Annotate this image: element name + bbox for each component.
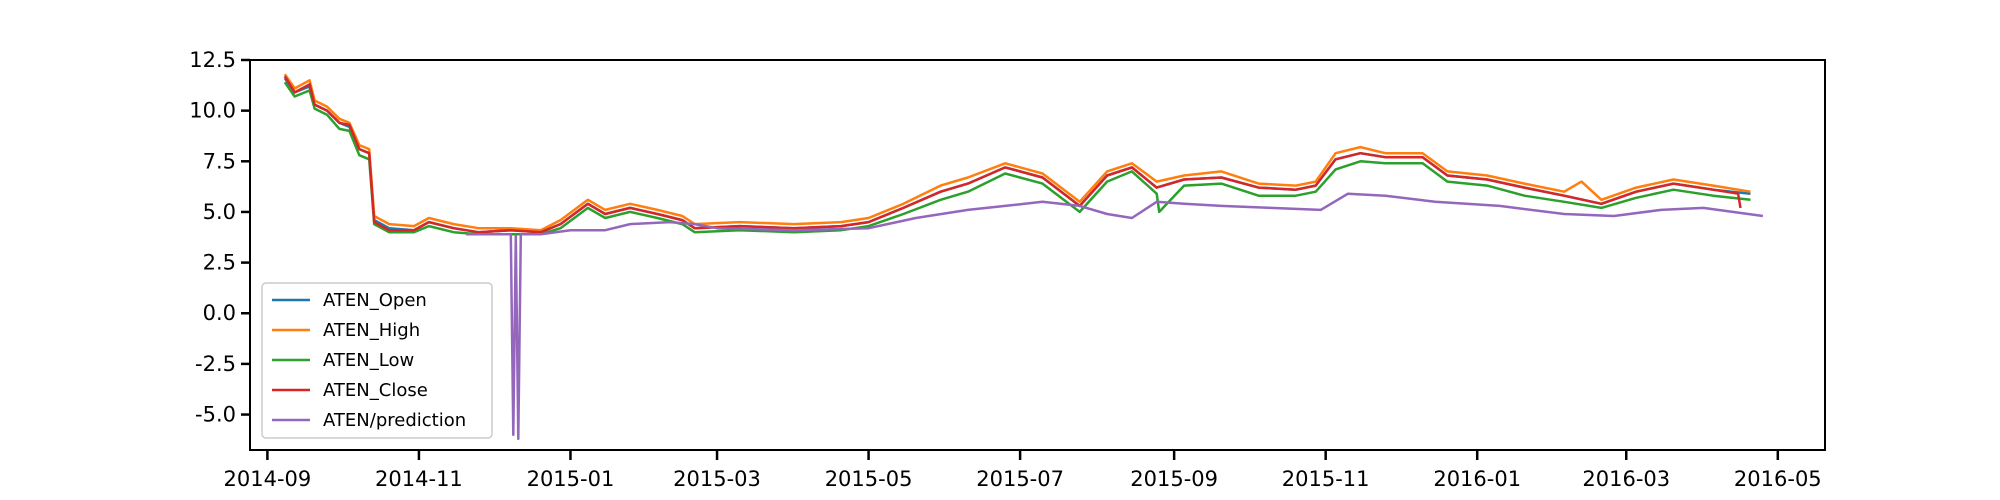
plot-lines bbox=[283, 73, 1764, 441]
y-tick-label-1: 10.0 bbox=[189, 99, 236, 123]
y-tick-label-6: -2.5 bbox=[195, 352, 236, 376]
series-line-2 bbox=[283, 81, 1751, 236]
legend-label-2: ATEN_Low bbox=[323, 350, 414, 371]
y-axis: 12.5 10.0 7.5 5.0 2.5 0.0 -2.5 -5.0 bbox=[189, 48, 250, 427]
x-tick-label-10: 2016-05 bbox=[1734, 467, 1822, 491]
y-tick-label-2: 7.5 bbox=[203, 149, 236, 173]
legend-label-4: ATEN/prediction bbox=[323, 410, 466, 431]
x-tick-label-8: 2016-01 bbox=[1433, 467, 1521, 491]
y-tick-label-5: 0.0 bbox=[203, 301, 236, 325]
legend: ATEN_Open ATEN_High ATEN_Low ATEN_Close ATEN… bbox=[261, 282, 493, 439]
legend-box bbox=[261, 282, 493, 439]
plot-frame bbox=[249, 59, 1826, 451]
legend-label-1: ATEN_High bbox=[323, 320, 420, 341]
y-tick-label-7: -5.0 bbox=[195, 403, 236, 427]
x-tick-label-3: 2015-03 bbox=[673, 467, 761, 491]
x-axis: 2014-09 2014-11 2015-01 2015-03 2015-05 2015-… bbox=[224, 450, 1822, 491]
series-line-4 bbox=[466, 192, 1764, 441]
y-tick-label-4: 2.5 bbox=[203, 251, 236, 275]
x-tick-label-9: 2016-03 bbox=[1582, 467, 1670, 491]
x-tick-label-7: 2015-11 bbox=[1282, 467, 1370, 491]
x-tick-label-5: 2015-07 bbox=[976, 467, 1064, 491]
series-line-1 bbox=[283, 73, 1751, 232]
series-line-3 bbox=[283, 75, 1742, 234]
x-tick-label-0: 2014-09 bbox=[224, 467, 312, 491]
y-tick-label-3: 5.0 bbox=[203, 200, 236, 224]
legend-label-3: ATEN_Close bbox=[323, 380, 428, 401]
x-tick-label-2: 2015-01 bbox=[527, 467, 615, 491]
x-tick-label-4: 2015-05 bbox=[825, 467, 913, 491]
legend-label-0: ATEN_Open bbox=[323, 290, 427, 311]
x-tick-label-6: 2015-09 bbox=[1130, 467, 1218, 491]
x-tick-label-1: 2014-11 bbox=[375, 467, 463, 491]
y-tick-label-0: 12.5 bbox=[189, 48, 236, 72]
